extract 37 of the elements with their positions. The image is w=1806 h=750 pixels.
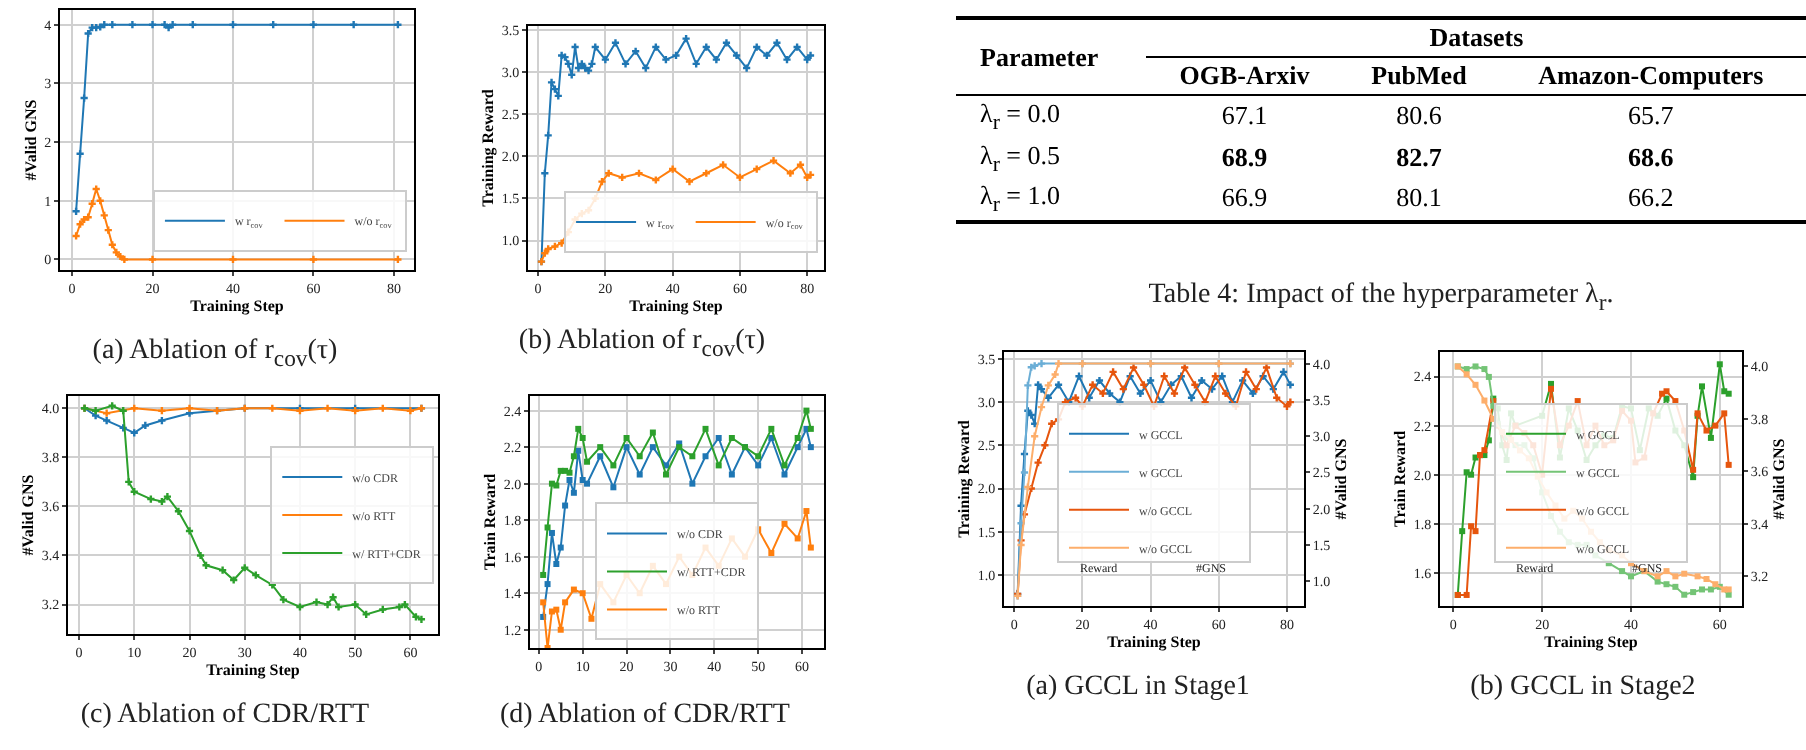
data-label: 66.9 <box>1219 180 1270 217</box>
category-label: λ$_{r}$ = 0.0 <box>978 96 1063 138</box>
x-axis-title: Training Step <box>206 661 301 679</box>
data-label: 66.2 <box>1626 180 1676 217</box>
text: (b) Ablation of r$_{cov}$(τ) <box>516 326 768 362</box>
x-axis-title: Training Step <box>629 297 724 315</box>
y-axis-title: #Valid GNS <box>19 473 38 556</box>
text: (c) Ablation of CDR/RTT <box>78 700 372 732</box>
text: (d) Ablation of CDR/RTT <box>498 700 792 732</box>
data-label: 68.9 <box>1219 139 1270 176</box>
legend-title: Datasets <box>1146 18 1806 57</box>
x-axis-title: Training Step <box>1107 633 1202 651</box>
text: (a) GCCL in Stage1 <box>1024 672 1252 704</box>
x-axis-title: Training Step <box>1544 633 1639 651</box>
data-label: 68.6 <box>1626 139 1676 176</box>
y2-axis-title: #Valid GNS <box>1331 437 1350 520</box>
y-axis-title: #Valid GNS <box>21 98 40 181</box>
data-label: 65.7 <box>1626 98 1676 135</box>
text: Parameter <box>978 39 1101 75</box>
data-label: 80.6 <box>1394 98 1444 135</box>
text: (a) Ablation of r$_{cov}$(τ) <box>90 336 340 372</box>
y-axis-title: Train Reward <box>481 472 500 571</box>
text: PubMed <box>1369 58 1469 94</box>
y2-axis-title: #Valid GNS <box>1769 437 1788 520</box>
text: Amazon-Computers <box>1536 58 1766 94</box>
text: (b) GCCL in Stage2 <box>1468 672 1698 704</box>
y-axis-title: Training Reward <box>955 419 974 538</box>
text: Table 4: Impact of the hyperparameter λ$_{r}$. <box>1146 280 1616 316</box>
category-label: λ$_{r}$ = 0.5 <box>978 137 1063 179</box>
x-axis-title: Training Step <box>190 297 285 315</box>
data-label: 67.1 <box>1219 98 1270 135</box>
data-label: 80.1 <box>1394 180 1444 217</box>
text: OGB-Arxiv <box>1177 58 1312 94</box>
data-label: 82.7 <box>1394 139 1444 176</box>
y-axis-title: Training Reward <box>479 88 498 207</box>
category-label: λ$_{r}$ = 1.0 <box>978 178 1063 222</box>
y-axis-title: Train Reward <box>1391 429 1410 528</box>
